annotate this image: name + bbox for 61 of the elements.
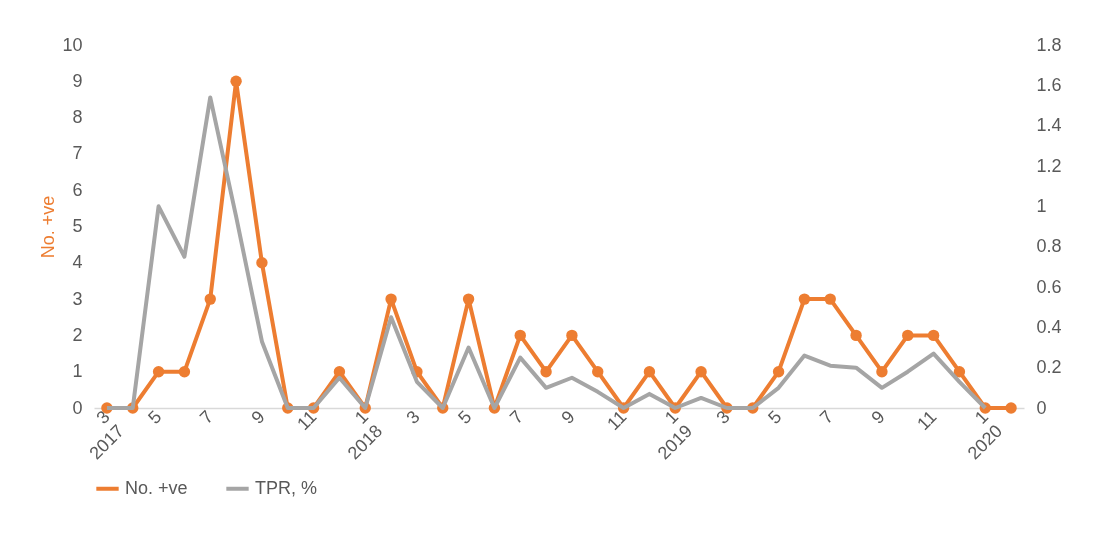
- point: [876, 366, 888, 378]
- point: [772, 366, 785, 378]
- point: [566, 329, 578, 342]
- y-tick-label: 5: [72, 216, 83, 236]
- y2-tick-label: 1.2: [1036, 155, 1062, 176]
- x-tick-label: 3: [402, 406, 424, 428]
- point: [850, 329, 862, 342]
- y-axis-title: No. +ve: [38, 195, 59, 259]
- point: [230, 75, 242, 87]
- y-tick-label: 2: [72, 324, 83, 345]
- y-tick-label: 7: [72, 143, 83, 164]
- y-tick-label: 4: [72, 252, 83, 273]
- y2-tick-label: 0: [1036, 397, 1047, 418]
- y-tick-label: 10: [62, 34, 83, 55]
- y-tick-label: 1: [72, 361, 83, 382]
- point: [514, 329, 526, 342]
- x-tick-label: 5: [454, 406, 476, 428]
- y2-tick-label: 1.6: [1036, 74, 1062, 95]
- x-tick-label: 9: [557, 406, 579, 428]
- point: [592, 366, 604, 378]
- y-tick-label: 8: [72, 107, 83, 128]
- point: [1005, 402, 1017, 414]
- point: [902, 329, 914, 342]
- point: [178, 366, 191, 378]
- y2-tick-label: 0.6: [1036, 276, 1062, 297]
- x-tick-label: 7: [505, 406, 528, 428]
- x-tick-label: 9: [247, 406, 269, 428]
- x-tick-label: 3: [712, 406, 734, 428]
- y2-tick-label: 1: [1036, 195, 1047, 216]
- point: [927, 329, 940, 342]
- y2-tick-label: 1.4: [1036, 115, 1062, 136]
- point: [462, 293, 475, 305]
- point: [152, 366, 165, 378]
- y-tick-label: 6: [72, 179, 83, 200]
- point: [256, 257, 268, 269]
- x-tick-label: 5: [764, 406, 786, 428]
- y-tick-label: 9: [72, 70, 83, 91]
- y2-tick-label: 0.2: [1036, 357, 1062, 378]
- x-tick-label: 5: [144, 406, 166, 428]
- point: [695, 366, 707, 378]
- y2-tick-label: 0.4: [1036, 316, 1062, 337]
- x-tick-label: 11: [293, 406, 321, 435]
- legend-label: TPR, %: [255, 477, 318, 498]
- point: [798, 293, 811, 305]
- point: [643, 366, 656, 378]
- y-tick-label: 0: [72, 397, 83, 418]
- point: [385, 293, 397, 305]
- x-tick-label: 7: [815, 406, 838, 428]
- point: [953, 366, 966, 378]
- x-tick-label: 9: [867, 406, 889, 428]
- x-tick-label: 11: [913, 406, 941, 435]
- point: [204, 293, 216, 305]
- x-tick-label: 11: [603, 406, 631, 435]
- point: [540, 366, 552, 378]
- y2-tick-label: 0.8: [1036, 236, 1062, 257]
- y-tick-label: 3: [72, 288, 83, 309]
- point: [824, 293, 836, 305]
- x-tick-label: 7: [195, 406, 218, 428]
- legend-label: No. +ve: [125, 477, 188, 498]
- y2-tick-label: 1.8: [1036, 34, 1062, 55]
- point: [333, 366, 346, 378]
